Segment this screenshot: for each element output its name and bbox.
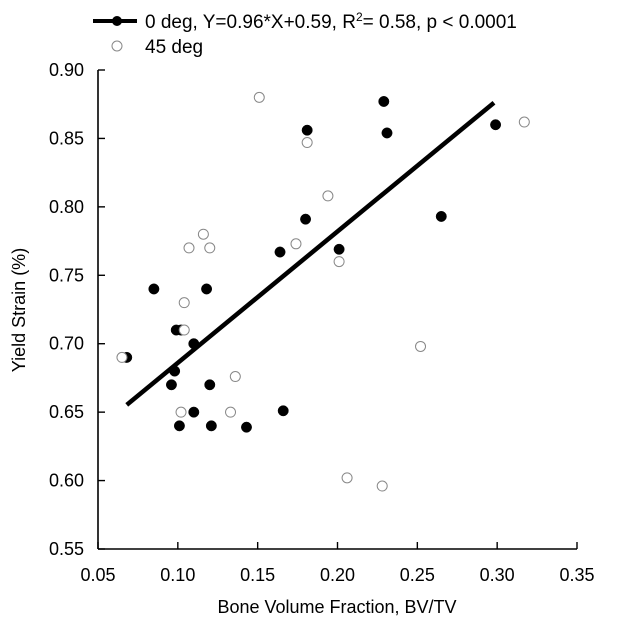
axes xyxy=(97,70,577,550)
data-point-45deg xyxy=(116,351,128,363)
legend-marker-0deg xyxy=(112,16,122,26)
legend: 0 deg, Y=0.96*X+0.59, R2= 0.58, p < 0.00… xyxy=(93,10,517,58)
legend-label-0deg: 0 deg, Y=0.96*X+0.59, R2= 0.58, p < 0.00… xyxy=(145,10,517,33)
y-tick-label: 0.70 xyxy=(49,334,84,354)
data-point-0deg xyxy=(435,210,447,222)
legend-label-0deg-tail: = 0.58, p < 0.0001 xyxy=(363,12,517,33)
data-point-45deg xyxy=(178,297,190,309)
y-tick-label: 0.55 xyxy=(49,539,84,559)
data-point-45deg xyxy=(376,480,388,492)
data-point-45deg xyxy=(341,472,353,484)
x-tick-label: 0.35 xyxy=(559,565,594,585)
y-tick-label: 0.90 xyxy=(49,60,84,80)
x-axis-label: Bone Volume Fraction, BV/TV xyxy=(217,597,456,617)
fit-line-group xyxy=(125,100,496,407)
data-point-0deg xyxy=(169,365,181,377)
y-tick-label: 0.60 xyxy=(49,471,84,491)
data-point-0deg xyxy=(165,379,177,391)
legend-label-0deg-main: 0 deg, Y=0.96*X+0.59, R xyxy=(145,12,356,33)
data-point-0deg xyxy=(274,246,286,258)
data-point-45deg xyxy=(183,242,195,254)
data-point-45deg xyxy=(333,256,345,268)
data-point-0deg xyxy=(241,421,252,433)
data-point-0deg xyxy=(277,405,289,417)
x-tick-label: 0.25 xyxy=(400,565,435,585)
data-point-45deg xyxy=(253,91,265,103)
x-tick-label: 0.05 xyxy=(80,565,115,585)
data-point-0deg xyxy=(378,96,390,107)
data-point-45deg xyxy=(229,371,241,383)
data-point-45deg xyxy=(415,340,427,352)
data-point-0deg xyxy=(188,338,200,350)
data-point-45deg xyxy=(301,137,313,149)
legend-marker-45deg xyxy=(111,40,123,52)
data-point-0deg xyxy=(188,406,200,418)
y-tick-label: 0.85 xyxy=(49,128,84,148)
data-point-0deg xyxy=(381,127,393,139)
ticks: 0.05 0.10 0.15 0.20 0.25 0.30 0.35 0.55 0.60 0.65… xyxy=(49,60,595,585)
data-point-45deg xyxy=(197,228,209,240)
data-point-45deg xyxy=(225,406,237,418)
data-point-0deg xyxy=(201,283,213,295)
data-point-45deg xyxy=(204,242,216,254)
legend-label-0deg-sup: 2 xyxy=(356,10,363,24)
data-point-0deg xyxy=(204,379,216,391)
y-tick-label: 0.65 xyxy=(49,402,84,422)
data-point-45deg xyxy=(322,190,334,202)
x-tick-label: 0.15 xyxy=(240,565,275,585)
data-point-0deg xyxy=(300,213,312,225)
data-point-0deg xyxy=(148,283,160,295)
y-axis-label: Yield Strain (%) xyxy=(9,248,29,372)
data-point-45deg xyxy=(290,238,302,250)
data-point-45deg xyxy=(178,324,190,336)
data-point-45deg xyxy=(518,116,530,128)
data-point-0deg xyxy=(205,420,217,432)
data-points xyxy=(116,91,530,492)
y-tick-label: 0.75 xyxy=(49,265,84,285)
y-tick-label: 0.80 xyxy=(49,197,84,217)
x-tick-label: 0.10 xyxy=(160,565,195,585)
data-point-0deg xyxy=(301,124,313,136)
data-point-0deg xyxy=(490,119,502,131)
regression-line-0deg xyxy=(125,100,496,407)
legend-label-45deg: 45 deg xyxy=(145,37,203,58)
data-point-0deg xyxy=(333,243,345,255)
data-point-45deg xyxy=(175,406,187,418)
x-tick-label: 0.30 xyxy=(480,565,515,585)
x-tick-label: 0.20 xyxy=(320,565,355,585)
data-point-0deg xyxy=(173,420,185,432)
